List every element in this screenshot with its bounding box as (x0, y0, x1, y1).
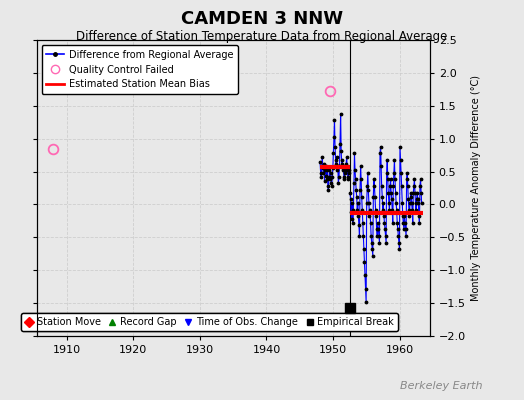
Y-axis label: Monthly Temperature Anomaly Difference (°C): Monthly Temperature Anomaly Difference (… (472, 75, 482, 301)
Legend: Station Move, Record Gap, Time of Obs. Change, Empirical Break: Station Move, Record Gap, Time of Obs. C… (21, 313, 398, 331)
Text: CAMDEN 3 NNW: CAMDEN 3 NNW (181, 10, 343, 28)
Text: Difference of Station Temperature Data from Regional Average: Difference of Station Temperature Data f… (77, 30, 447, 43)
Text: Berkeley Earth: Berkeley Earth (400, 381, 482, 391)
